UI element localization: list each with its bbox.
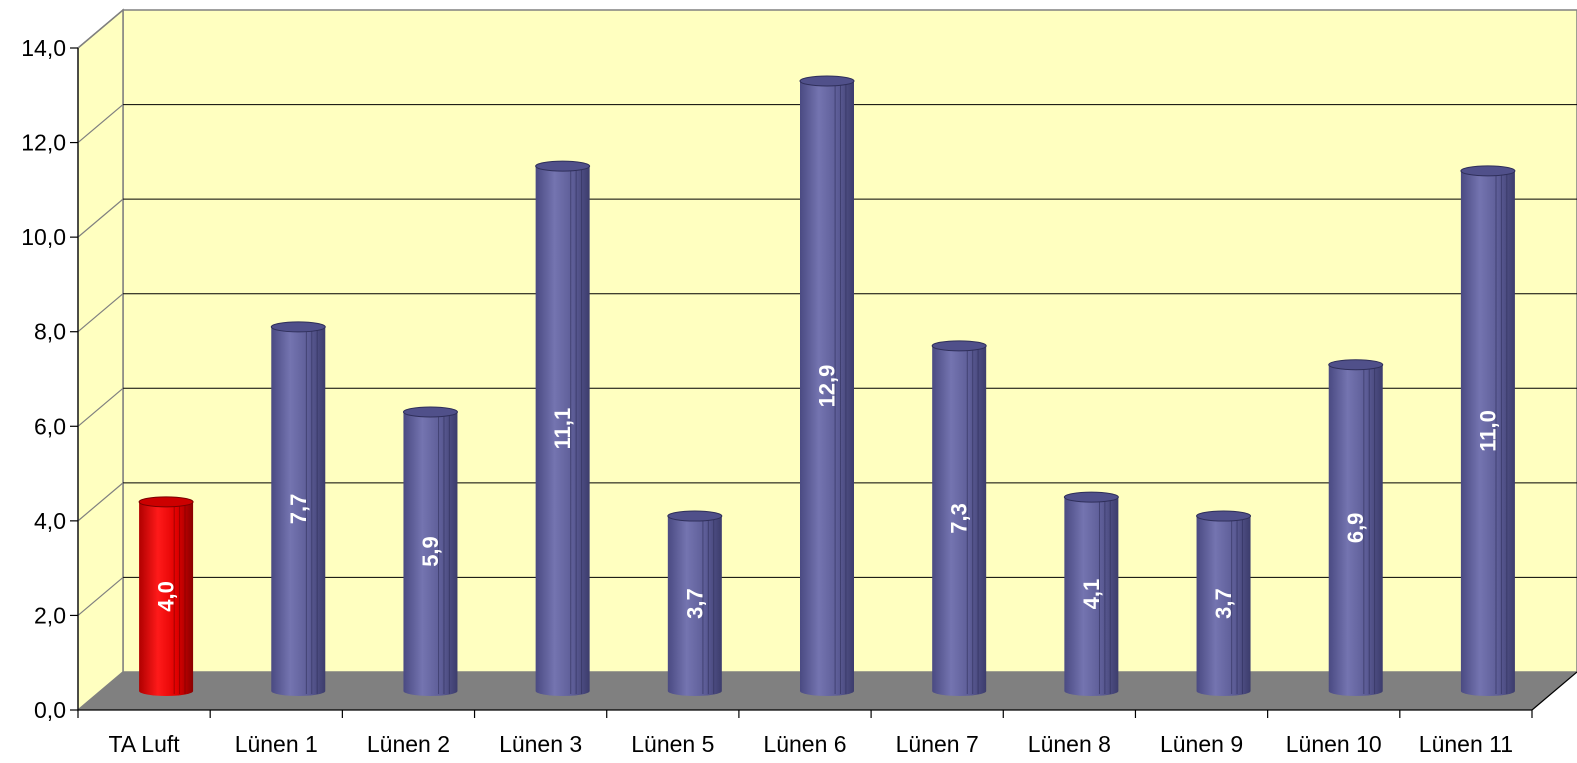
data-label: 4,0 (154, 581, 179, 612)
bar (1460, 165, 1516, 696)
data-label: 11,0 (1475, 410, 1500, 452)
bar (535, 160, 591, 697)
x-tick-label: Lünen 11 (1419, 731, 1513, 757)
y-tick-label: 14,0 (21, 35, 66, 61)
y-tick-label: 6,0 (34, 413, 66, 439)
bar-top (931, 340, 987, 352)
floor-edge (1531, 671, 1577, 711)
data-label: 12,9 (815, 365, 840, 408)
x-tick-label: Lünen 10 (1286, 731, 1382, 757)
bar-top (270, 321, 326, 333)
side-gridline (77, 482, 124, 522)
data-label: 7,3 (947, 503, 972, 534)
x-tick-label: Lünen 2 (367, 731, 450, 757)
x-tick-label: Lünen 7 (896, 731, 979, 757)
data-label: 11,1 (550, 408, 575, 450)
x-tick-label: TA Luft (109, 731, 181, 757)
bar (1196, 510, 1252, 696)
x-tick-label: Lünen 9 (1160, 731, 1243, 757)
bar-top (138, 496, 194, 508)
bar (931, 340, 987, 696)
bar-top (1460, 165, 1516, 177)
y-tick-label: 0,0 (34, 697, 66, 723)
side-gridline (77, 198, 124, 238)
bar (1328, 359, 1384, 696)
bar-top (1328, 359, 1384, 371)
x-tick-label: Lünen 6 (763, 731, 846, 757)
x-tick-label: Lünen 1 (235, 731, 318, 757)
data-label: 3,7 (1211, 588, 1236, 619)
bar-top (1063, 491, 1119, 503)
bar (667, 510, 723, 696)
y-tick-label: 2,0 (34, 602, 66, 628)
y-tick-label: 12,0 (21, 130, 66, 156)
data-label: 3,7 (682, 588, 707, 619)
bar-top (535, 160, 591, 172)
bar-top (799, 75, 855, 87)
data-label: 4,1 (1079, 579, 1104, 610)
x-tick-label: Lünen 8 (1028, 731, 1111, 757)
bar-top (667, 510, 723, 522)
side-gridline (77, 387, 124, 427)
bar-top (1196, 510, 1252, 522)
bar (1063, 491, 1119, 696)
data-label: 6,9 (1343, 513, 1368, 544)
data-label: 7,7 (286, 494, 311, 525)
y-tick-label: 10,0 (21, 224, 66, 250)
bar (799, 75, 855, 696)
bar-reference (138, 496, 194, 696)
side-gridline (77, 9, 124, 49)
side-gridline (77, 104, 124, 144)
x-tick-label: Lünen 5 (631, 731, 714, 757)
bar-top (402, 406, 458, 418)
y-tick-label: 4,0 (34, 508, 66, 534)
x-tick-label: Lünen 3 (499, 731, 582, 757)
chart-side-wall (77, 8, 124, 712)
y-tick-label: 8,0 (34, 319, 66, 345)
data-label: 5,9 (418, 536, 443, 567)
side-gridline (77, 293, 124, 333)
side-gridline (77, 576, 124, 616)
bar (402, 406, 458, 696)
bar (270, 321, 326, 696)
